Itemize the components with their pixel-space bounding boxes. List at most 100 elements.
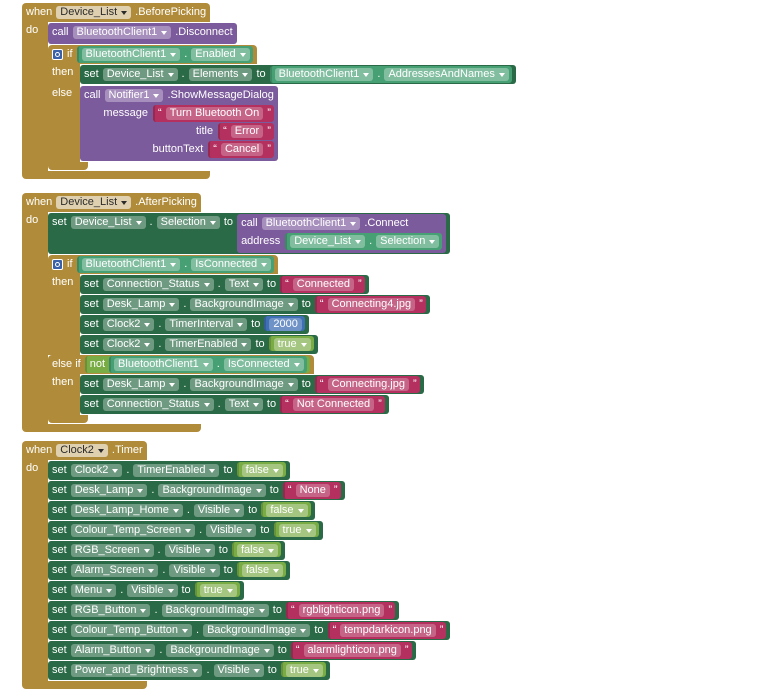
property-dropdown[interactable]: Visible bbox=[164, 544, 215, 557]
component-dropdown[interactable]: Connection_Status bbox=[102, 398, 214, 411]
property-dropdown[interactable]: Selection bbox=[376, 235, 440, 248]
dropdown-arrow bbox=[300, 342, 307, 347]
dot: . bbox=[196, 624, 200, 636]
not-block: not BluetoothClient1. IsConnected bbox=[84, 356, 310, 373]
setter-block: set Colour_Temp_Button. BackgroundImage to “… bbox=[48, 621, 451, 640]
dot: . bbox=[126, 464, 130, 476]
text-block: “Connecting4.jpg” bbox=[314, 296, 426, 313]
boolean-dropdown[interactable]: true bbox=[199, 584, 237, 597]
boolean-dropdown[interactable]: true bbox=[285, 664, 323, 677]
property-dropdown[interactable]: BackgroundImage bbox=[161, 604, 269, 617]
property-text: BackgroundImage bbox=[162, 484, 252, 496]
component-dropdown[interactable]: RGB_Button bbox=[70, 604, 151, 617]
component-dropdown[interactable]: Colour_Temp_Button bbox=[70, 624, 193, 637]
component-dropdown[interactable]: Device_List bbox=[56, 196, 132, 209]
boolean-dropdown[interactable]: false bbox=[266, 504, 308, 517]
component-dropdown[interactable]: Device_List bbox=[70, 216, 146, 229]
not-row: not BluetoothClient1. IsConnected bbox=[90, 356, 307, 373]
call-row: call BluetoothClient1 .Disconnect bbox=[52, 24, 233, 41]
component-dropdown[interactable]: Alarm_Button bbox=[70, 644, 156, 657]
component-dropdown[interactable]: Desk_Lamp bbox=[102, 378, 180, 391]
component-dropdown[interactable]: Desk_Lamp bbox=[102, 298, 180, 311]
property-dropdown[interactable]: Text bbox=[224, 278, 263, 291]
text-value: Connected bbox=[292, 278, 354, 291]
boolean-dropdown[interactable]: false bbox=[241, 464, 283, 477]
mutator-icon[interactable] bbox=[52, 49, 63, 60]
component-text: BluetoothClient1 bbox=[265, 217, 347, 229]
boolean-row: false bbox=[241, 462, 283, 477]
property-text: IsConnected bbox=[195, 258, 258, 270]
component-dropdown[interactable]: Power_and_Brightness bbox=[70, 664, 203, 677]
argument-row: title “Error” bbox=[84, 123, 274, 140]
component-dropdown[interactable]: BluetoothClient1 bbox=[81, 48, 181, 61]
quote: “ bbox=[285, 278, 289, 290]
component-dropdown[interactable]: Device_List bbox=[102, 68, 178, 81]
setter-block: set Desk_Lamp_Home. Visible to false bbox=[48, 501, 315, 520]
property-dropdown[interactable]: Visible bbox=[206, 524, 257, 537]
quote: ” bbox=[412, 378, 417, 390]
boolean-block: false bbox=[261, 502, 311, 517]
boolean-text: false bbox=[245, 464, 269, 476]
property-dropdown[interactable]: Selection bbox=[156, 216, 220, 229]
property-dropdown[interactable]: Text bbox=[224, 398, 263, 411]
component-dropdown[interactable]: Desk_Lamp bbox=[70, 484, 148, 497]
branch: then set Connection_Status. Text to “Connecte… bbox=[48, 274, 430, 355]
property-dropdown[interactable]: BackgroundImage bbox=[166, 644, 274, 657]
mutator-icon[interactable] bbox=[52, 259, 63, 270]
property-dropdown[interactable]: BackgroundImage bbox=[203, 624, 311, 637]
dropdown-arrow bbox=[255, 488, 262, 493]
property-dropdown[interactable]: TimerInterval bbox=[165, 318, 248, 331]
getter-block: BluetoothClient1. AddressesAndNames bbox=[269, 66, 512, 83]
component-dropdown[interactable]: BluetoothClient1 bbox=[81, 258, 181, 271]
component-dropdown[interactable]: BluetoothClient1 bbox=[274, 68, 374, 81]
property-dropdown[interactable]: Enabled bbox=[191, 48, 250, 61]
component-dropdown[interactable]: Menu bbox=[70, 584, 117, 597]
component-dropdown[interactable]: Clock2 bbox=[102, 318, 155, 331]
property-dropdown[interactable]: Visible bbox=[213, 664, 264, 677]
text-value: None bbox=[295, 484, 330, 497]
component-dropdown[interactable]: Device_List bbox=[56, 6, 132, 19]
component-dropdown[interactable]: Notifier1 bbox=[104, 89, 164, 102]
property-dropdown[interactable]: TimerEnabled bbox=[133, 464, 220, 477]
set-label: set bbox=[52, 644, 67, 656]
branch-side: then bbox=[48, 374, 80, 415]
boolean-dropdown[interactable]: true bbox=[273, 338, 311, 351]
property-dropdown[interactable]: BackgroundImage bbox=[158, 484, 266, 497]
property-dropdown[interactable]: Elements bbox=[188, 68, 253, 81]
boolean-dropdown[interactable]: false bbox=[236, 544, 279, 557]
property-dropdown[interactable]: Visible bbox=[127, 584, 178, 597]
property-dropdown[interactable]: TimerEnabled bbox=[165, 338, 252, 351]
boolean-dropdown[interactable]: false bbox=[241, 564, 284, 577]
component-dropdown[interactable]: BluetoothClient1 bbox=[72, 26, 172, 39]
property-dropdown[interactable]: BackgroundImage bbox=[190, 378, 298, 391]
component-dropdown[interactable]: RGB_Screen bbox=[70, 544, 154, 557]
property-dropdown[interactable]: Visible bbox=[169, 564, 220, 577]
text-block: “alarmlighticon.png” bbox=[290, 642, 412, 659]
component-dropdown[interactable]: Clock2 bbox=[56, 444, 108, 457]
property-dropdown[interactable]: Visible bbox=[193, 504, 245, 517]
component-dropdown[interactable]: Desk_Lamp_Home bbox=[70, 504, 183, 517]
property-dropdown[interactable]: IsConnected bbox=[223, 358, 304, 371]
branch-side: do bbox=[22, 460, 48, 681]
setter-block: set Connection_Status. Text to “Connected” bbox=[80, 275, 369, 294]
component-dropdown[interactable]: BluetoothClient1 bbox=[261, 217, 361, 230]
argument-name: buttonText bbox=[152, 143, 204, 155]
component-dropdown[interactable]: Alarm_Screen bbox=[70, 564, 159, 577]
component-dropdown[interactable]: Clock2 bbox=[102, 338, 155, 351]
dropdown-arrow bbox=[273, 568, 280, 573]
setter-row: set Desk_Lamp. BackgroundImage to “Connectin… bbox=[84, 296, 426, 313]
quote: “ bbox=[287, 484, 292, 496]
property-dropdown[interactable]: IsConnected bbox=[191, 258, 272, 271]
component-dropdown[interactable]: Colour_Temp_Screen bbox=[70, 524, 196, 537]
boolean-dropdown[interactable]: true bbox=[278, 524, 316, 537]
to-label: to bbox=[248, 504, 258, 516]
property-text: Visible bbox=[197, 504, 231, 516]
property-dropdown[interactable]: BackgroundImage bbox=[190, 298, 298, 311]
component-dropdown[interactable]: Connection_Status bbox=[102, 278, 214, 291]
component-dropdown[interactable]: Clock2 bbox=[70, 464, 123, 477]
component-dropdown[interactable]: Device_List bbox=[290, 235, 366, 248]
boolean-text: true bbox=[277, 338, 297, 350]
component-dropdown[interactable]: BluetoothClient1 bbox=[114, 358, 213, 371]
quote: ” bbox=[357, 278, 362, 290]
property-dropdown[interactable]: AddressesAndNames bbox=[384, 68, 509, 81]
